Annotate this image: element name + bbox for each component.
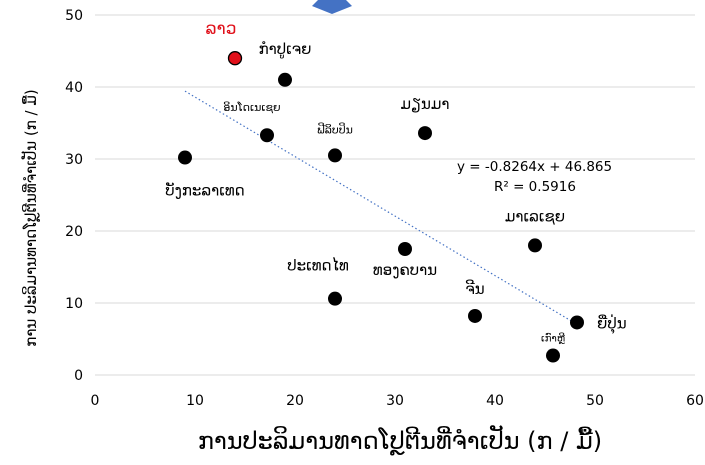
x-tick-label-50: 50 [586,393,604,409]
x-tick-label-20: 20 [286,393,304,409]
point-label: ອິນໂດເນເຊຍ [223,101,280,114]
point-label: ກຳປູເຈຍ [259,40,312,59]
point-label: ຈີນ [465,279,484,298]
data-point [468,308,482,323]
x-axis-title: ການປະລິມານທາດໂປຼຕີນທີ່ຈຳເປັນ (ກ / ມື້) [198,423,602,456]
y-tick-label-10: 10 [65,296,83,312]
point-label: ຍີ່ປຸ່ນ [597,313,627,334]
x-tick-label-60: 60 [686,393,704,409]
points [178,51,584,363]
x-tick-label-40: 40 [486,393,504,409]
data-point [528,238,542,253]
data-point [398,242,412,256]
data-point [278,72,292,87]
data-point [260,128,274,143]
point-label: ປະເທດໄທ [287,256,349,275]
point-label: ເກົາຫຼີ [541,331,566,344]
y-tick-label-30: 30 [65,152,83,168]
x-tick-label-30: 30 [386,393,404,409]
y-tick-label-0: 0 [74,368,83,384]
data-point-highlight [227,51,243,66]
y-axis-title: ການ ປະລິມານທາດໂປຼຕີນທີ່ຈຳເປັນ (ກ / ມື້) [19,89,40,346]
data-point [178,150,192,165]
gridlines [95,14,695,304]
top-marker-icon [312,0,352,14]
data-point [328,148,342,163]
point-label: ມາເລເຊຍ [505,207,565,225]
point-label: ຟີລິບປິນ [317,122,353,136]
trendline-group [184,0,578,325]
y-tick-label-50: 50 [65,8,83,24]
data-point [570,315,584,330]
trendline-equation: y = -0.8264x + 46.865 [457,159,612,175]
point-label: ທອງຄບານ [373,261,437,279]
x-tick-label-0: 0 [91,393,100,409]
axes: 0 10 20 30 40 50 0 10 20 30 40 50 60 [65,8,704,409]
data-point [418,126,432,141]
point-label: ລາວ [206,19,237,39]
trendline [184,90,578,325]
point-label: ມຽນມາ [401,95,450,113]
trendline-r2: R² = 0.5916 [494,179,576,195]
x-tick-label-10: 10 [186,393,204,409]
y-tick-label-20: 20 [65,224,83,240]
data-point [546,348,560,363]
y-tick-label-40: 40 [65,80,83,96]
data-point [328,291,342,306]
point-label: ບັງກະລາເທດ [165,181,244,200]
